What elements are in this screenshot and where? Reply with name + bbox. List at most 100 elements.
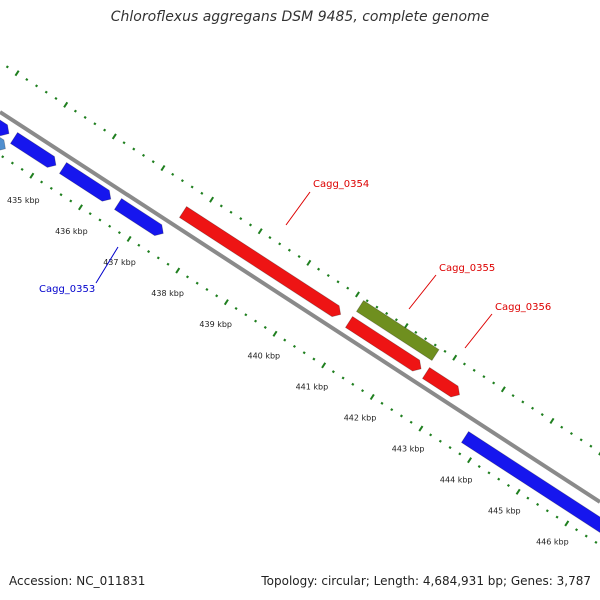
label-leader-line <box>408 274 437 310</box>
outer-tick <box>5 65 9 69</box>
outer-tick <box>54 96 58 101</box>
outer-tick <box>14 70 20 77</box>
outer-tick <box>306 259 312 266</box>
outer-tick <box>229 210 233 214</box>
inner-tick <box>263 325 267 329</box>
outer-tick <box>219 204 223 208</box>
outer-tick <box>25 77 29 82</box>
inner-tick <box>126 235 132 242</box>
inner-tick <box>215 294 219 298</box>
scale-labels: 435 kbp 436 kbp 437 kbp 438 kbp 439 kbp 440 k… <box>7 196 569 547</box>
outer-tick <box>93 122 97 126</box>
inner-tick <box>574 528 579 532</box>
inner-tick <box>564 520 570 527</box>
outer-tick <box>500 386 506 393</box>
inner-tick <box>584 534 588 538</box>
label-leader-line <box>285 191 311 226</box>
inner-tick <box>223 299 229 306</box>
genome-backbone <box>0 110 600 504</box>
inner-tick <box>78 204 83 211</box>
outer-tick-track <box>5 65 600 456</box>
outer-tick <box>492 381 496 385</box>
gene-label: Cagg_0356 <box>495 302 551 313</box>
outer-tick <box>111 133 117 140</box>
label-leaders <box>95 191 493 349</box>
outer-tick <box>122 141 126 145</box>
outer-tick <box>180 179 184 183</box>
inner-tick-track <box>1 155 598 544</box>
inner-tick <box>399 414 403 418</box>
kbp-label: 439 kbp <box>199 320 232 329</box>
gene-feature <box>344 315 422 372</box>
inner-tick <box>477 464 481 469</box>
outer-tick <box>549 417 555 424</box>
outer-tick <box>297 255 301 259</box>
gene-label: Cagg_0355 <box>439 263 495 274</box>
inner-tick <box>166 262 170 266</box>
kbp-label: 435 kbp <box>7 196 40 205</box>
kbp-label: 436 kbp <box>55 227 88 236</box>
inner-tick <box>438 439 442 443</box>
gene-feature <box>58 161 112 202</box>
inner-tick <box>117 231 121 235</box>
outer-tick <box>511 394 515 398</box>
outer-tick <box>44 90 48 94</box>
outer-tick <box>346 286 350 290</box>
kbp-label: 445 kbp <box>488 507 521 516</box>
inner-tick <box>88 212 92 216</box>
inner-tick <box>331 370 335 374</box>
outer-tick <box>190 185 194 189</box>
outer-tick <box>375 305 379 309</box>
inner-tick <box>545 509 549 513</box>
outer-tick <box>132 147 136 151</box>
kbp-label: 438 kbp <box>151 289 184 298</box>
outer-tick <box>355 291 360 298</box>
outer-tick <box>160 164 166 172</box>
outer-tick <box>63 101 69 108</box>
outer-tick <box>560 425 564 429</box>
gene-feature <box>355 299 440 362</box>
outer-tick <box>326 273 330 278</box>
inner-tick <box>283 338 287 342</box>
label-leader-line <box>95 246 119 284</box>
outer-tick <box>482 375 486 379</box>
inner-tick <box>361 389 365 393</box>
inner-tick <box>254 319 258 323</box>
inner-tick <box>205 287 209 292</box>
gene-track <box>0 119 600 533</box>
inner-tick <box>40 180 44 184</box>
label-leader-line <box>464 313 493 349</box>
inner-tick <box>594 540 598 544</box>
inner-tick <box>341 376 345 380</box>
outer-tick <box>151 160 155 164</box>
outer-tick <box>209 196 215 203</box>
inner-tick <box>29 172 35 179</box>
gene-feature <box>9 131 57 168</box>
map-title: Chloroflexus aggregans DSM 9485, complet… <box>110 9 490 25</box>
gene-feature <box>0 119 10 137</box>
inner-tick <box>448 446 452 450</box>
inner-tick <box>147 250 151 254</box>
outer-tick <box>287 248 291 252</box>
inner-tick <box>369 393 375 401</box>
outer-tick <box>34 84 39 88</box>
outer-tick <box>579 438 583 442</box>
inner-tick <box>98 218 102 222</box>
genome-summary-text: Topology: circular; Length: 4,684,931 bp… <box>261 574 591 588</box>
kbp-label: 446 kbp <box>536 538 569 547</box>
inner-tick <box>59 193 63 197</box>
inner-tick <box>156 256 160 260</box>
inner-tick <box>185 275 189 279</box>
inner-tick <box>418 425 424 432</box>
outer-tick <box>424 337 428 341</box>
inner-tick <box>467 457 473 464</box>
inner-tick <box>351 382 355 386</box>
inner-tick <box>429 433 433 437</box>
inner-tick <box>487 471 491 475</box>
inner-tick <box>497 477 501 481</box>
outer-tick <box>317 267 321 271</box>
outer-tick <box>531 406 535 410</box>
inner-tick <box>312 357 316 361</box>
outer-tick <box>103 128 107 132</box>
